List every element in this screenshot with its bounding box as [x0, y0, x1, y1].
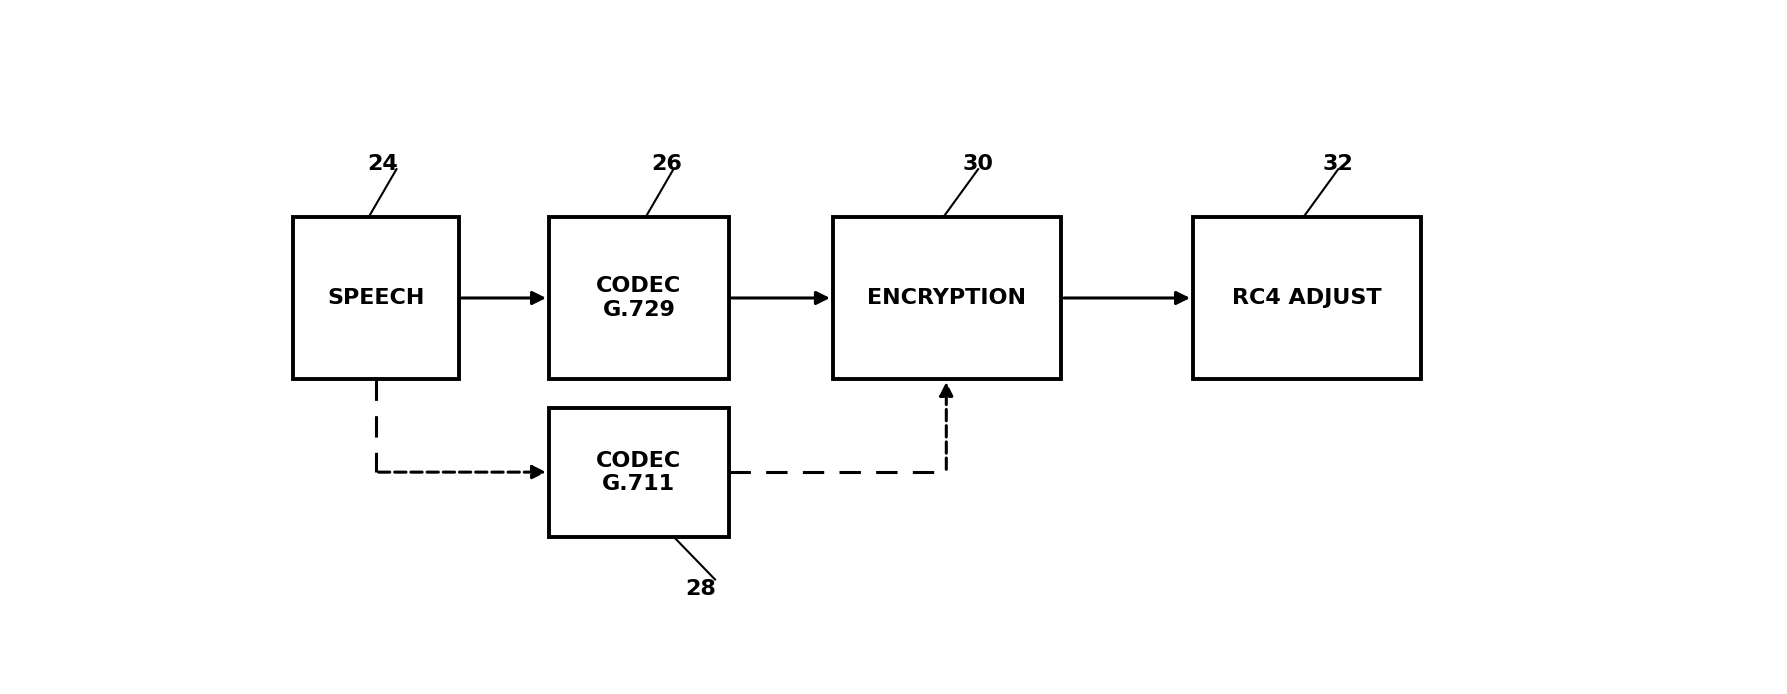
Text: RC4 ADJUST: RC4 ADJUST	[1233, 288, 1381, 308]
Text: 26: 26	[650, 154, 683, 174]
Bar	[293, 217, 459, 379]
Bar	[549, 408, 729, 536]
Text: ENCRYPTION: ENCRYPTION	[867, 288, 1026, 308]
Text: 28: 28	[686, 579, 717, 599]
Bar	[549, 217, 729, 379]
Text: CODEC
G.729: CODEC G.729	[597, 276, 681, 319]
Bar	[833, 217, 1061, 379]
Bar	[1192, 217, 1421, 379]
Text: 32: 32	[1322, 154, 1353, 174]
Text: SPEECH: SPEECH	[327, 288, 424, 308]
Text: CODEC
G.711: CODEC G.711	[597, 450, 681, 493]
Text: 24: 24	[368, 154, 399, 174]
Text: 30: 30	[963, 154, 994, 174]
